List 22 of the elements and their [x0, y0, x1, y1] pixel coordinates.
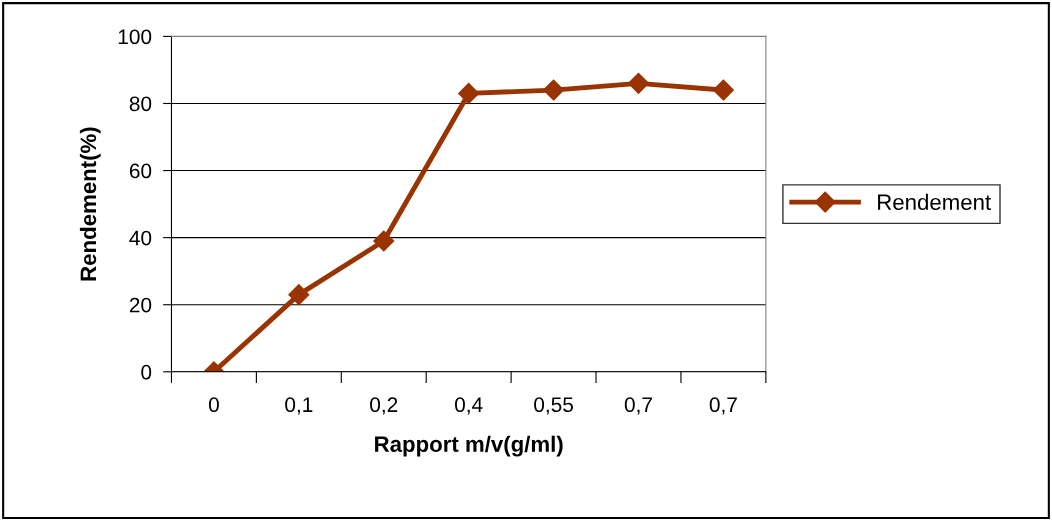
x-tick-label: 0,7: [624, 397, 652, 415]
point: [288, 284, 310, 306]
x-tick-label: 0,7: [709, 397, 737, 415]
y-tick-label: 0: [141, 364, 152, 380]
point: [458, 82, 480, 104]
y-axis-title: Rendement(%): [79, 127, 101, 281]
point: [712, 79, 734, 101]
point: [543, 79, 565, 101]
point: [627, 72, 650, 94]
x-tick-label: 0,2: [370, 397, 398, 415]
y-tick-label: 80: [129, 96, 152, 112]
y-tick-label: 100: [118, 29, 152, 45]
y-tick-label: 60: [129, 163, 152, 179]
x-tick-label: 0,1: [285, 397, 313, 415]
legend-label: Rendement: [878, 193, 991, 211]
point: [373, 230, 395, 252]
x-tick-label: 0,4: [455, 397, 483, 415]
x-tick-label: 0: [208, 397, 219, 413]
x-tick-label: 0,55: [534, 397, 573, 415]
x-axis-title: Rapport m/v(g/ml): [375, 435, 563, 457]
y-tick-label: 40: [129, 230, 152, 246]
y-tick-label: 20: [129, 297, 152, 313]
